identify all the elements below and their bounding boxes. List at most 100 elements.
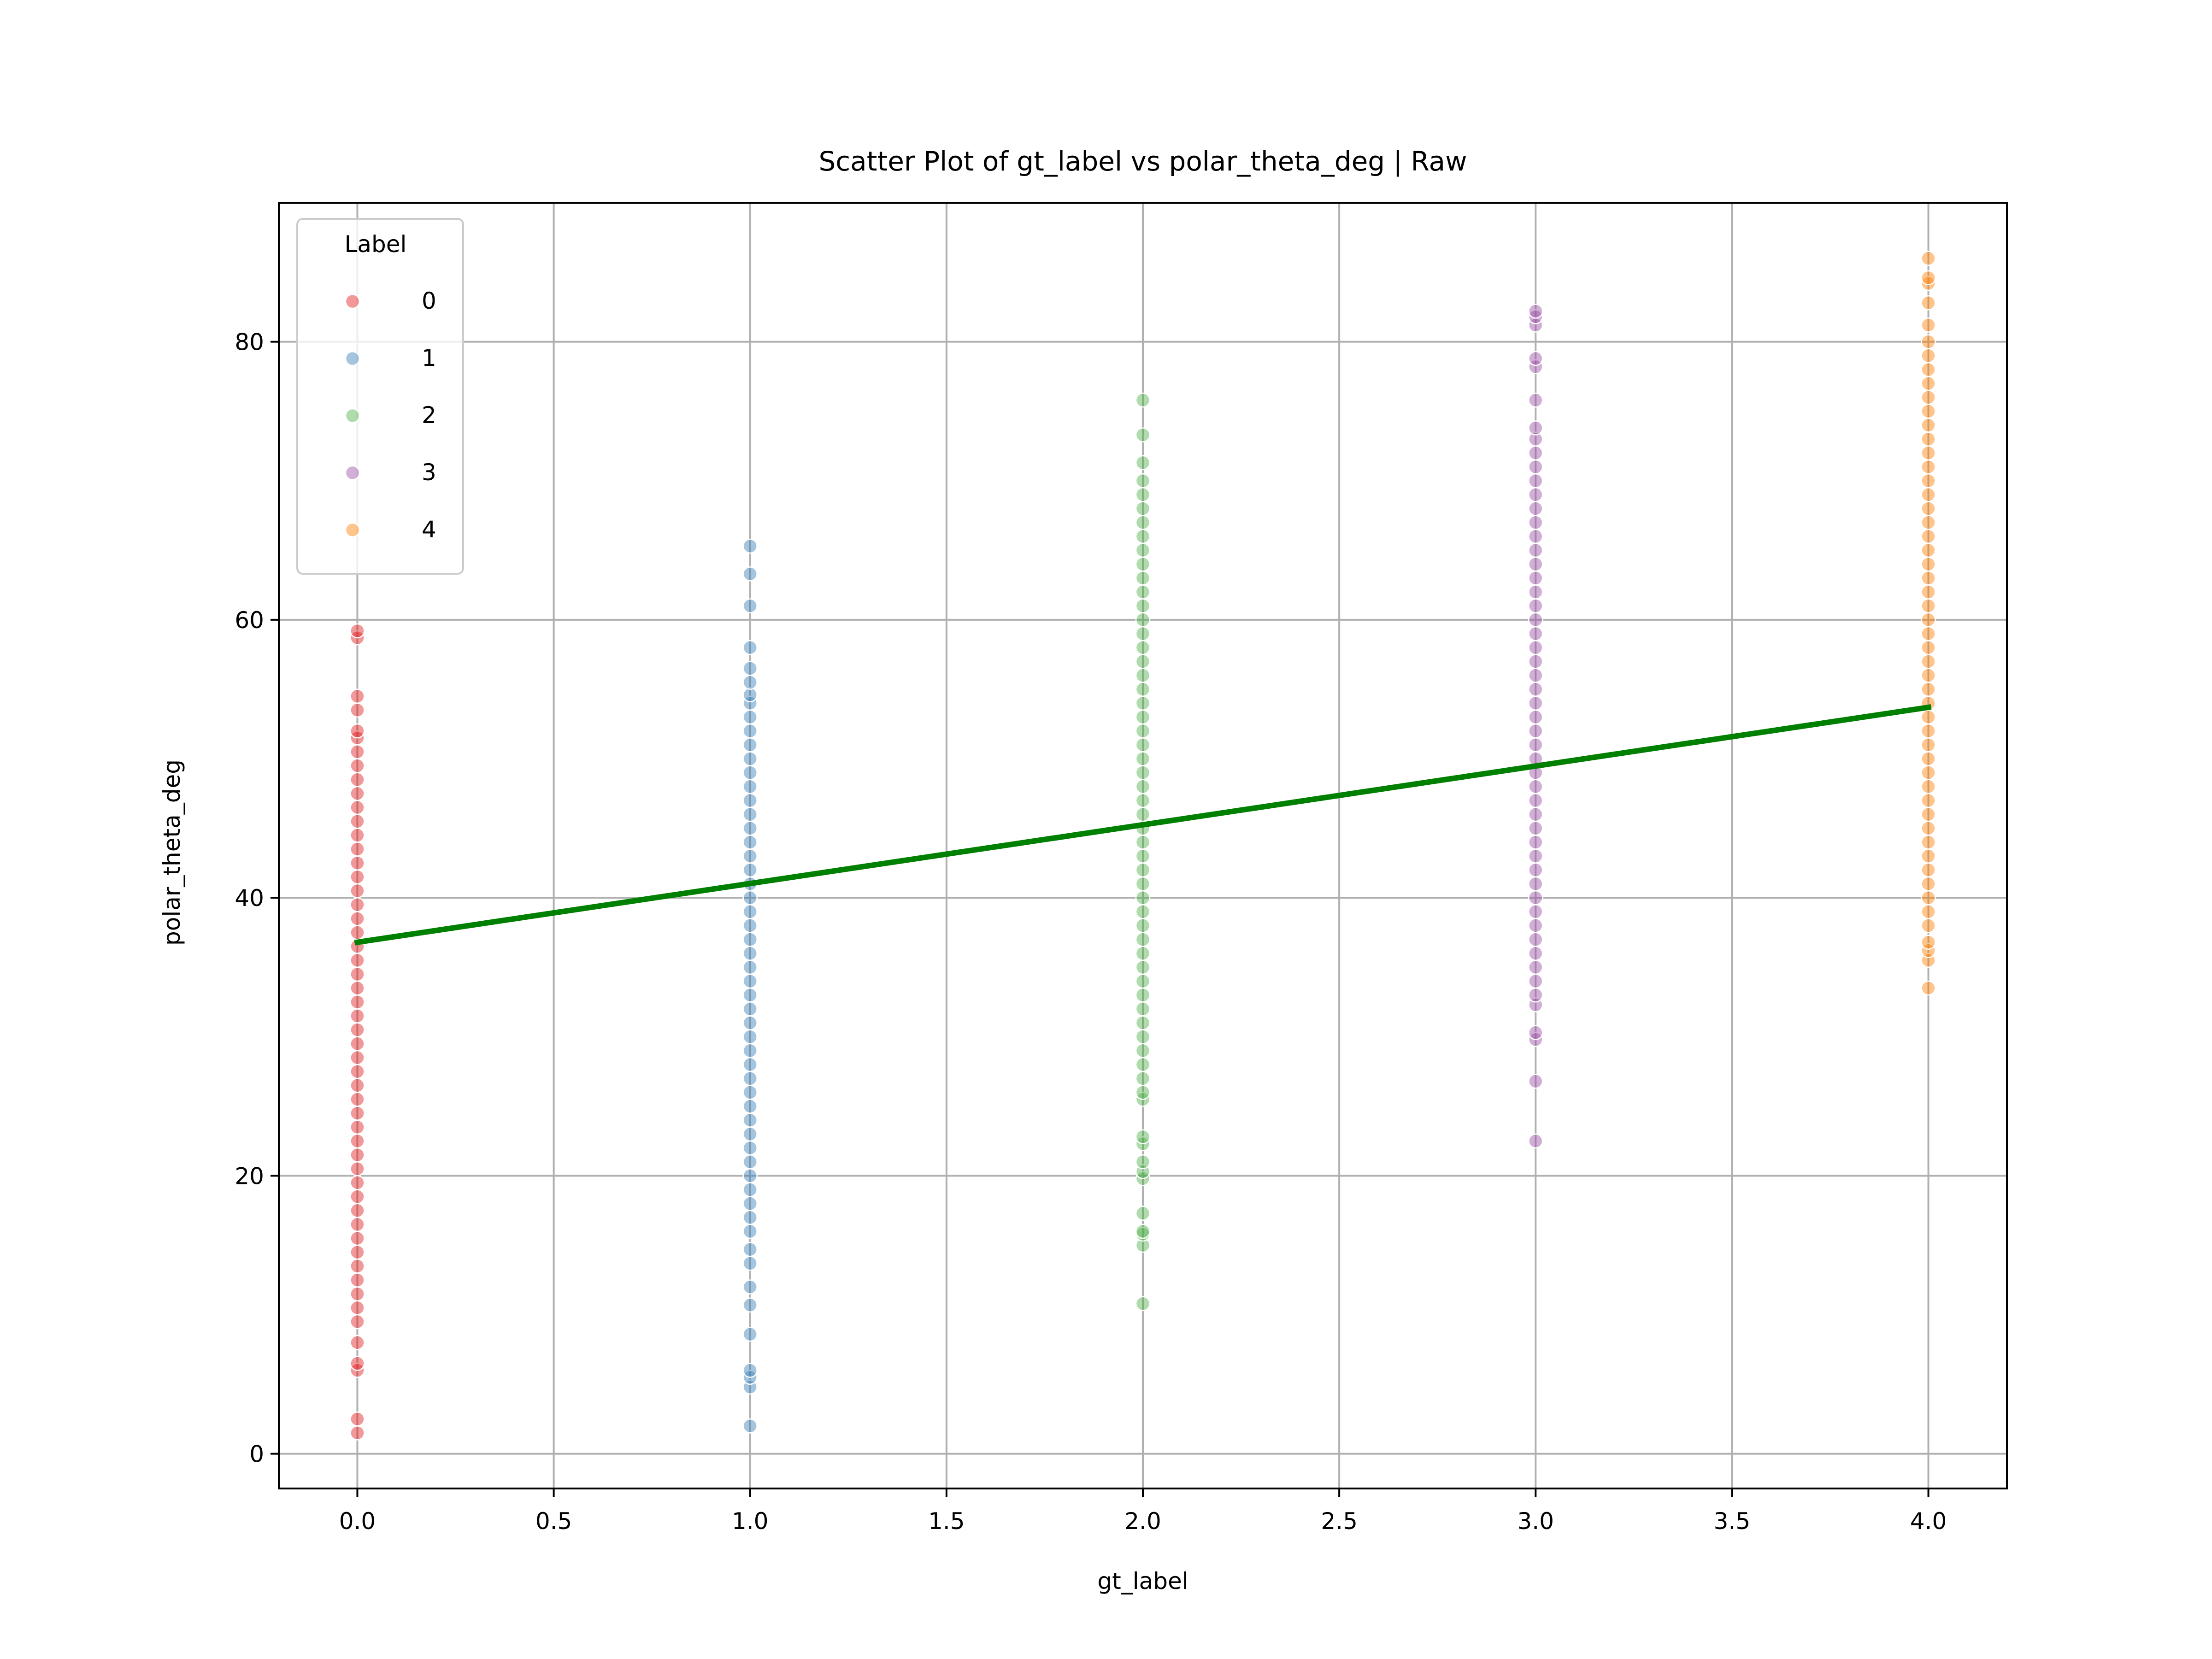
data-point: [1528, 806, 1543, 822]
data-point: [1528, 959, 1543, 975]
data-point: [1921, 362, 1936, 377]
data-point: [350, 1411, 365, 1427]
data-point: [350, 1147, 365, 1163]
data-point: [350, 1119, 365, 1135]
data-point: [1528, 1025, 1543, 1040]
data-point: [1528, 584, 1543, 600]
data-point: [350, 966, 365, 982]
data-point: [1528, 932, 1543, 947]
data-point: [742, 765, 758, 780]
data-point: [1135, 598, 1151, 613]
data-point: [350, 744, 365, 759]
data-point: [1135, 1206, 1151, 1221]
data-point: [350, 1286, 365, 1301]
data-point: [1528, 542, 1543, 558]
data-point: [1528, 529, 1543, 544]
data-point: [350, 1022, 365, 1037]
data-point: [350, 800, 365, 815]
data-point: [1135, 1129, 1151, 1145]
data-point: [1921, 431, 1936, 447]
data-point: [1135, 529, 1151, 544]
data-point: [742, 661, 758, 676]
data-point: [1135, 765, 1151, 780]
data-point: [742, 862, 758, 878]
data-point: [1135, 1001, 1151, 1017]
data-point: [1528, 890, 1543, 906]
y-tick-label: 40: [235, 885, 264, 912]
data-point: [1921, 765, 1936, 780]
data-point: [1528, 793, 1543, 808]
data-point: [1135, 1085, 1151, 1100]
data-point: [1528, 598, 1543, 613]
data-point: [1528, 501, 1543, 516]
data-point: [742, 1099, 758, 1114]
data-point: [350, 758, 365, 773]
data-point: [1528, 459, 1543, 475]
legend-marker: [345, 465, 360, 481]
data-point: [742, 890, 758, 906]
data-point: [1528, 515, 1543, 530]
data-point: [1528, 571, 1543, 586]
data-point: [350, 623, 365, 639]
data-point: [1921, 904, 1936, 919]
data-point: [350, 1335, 365, 1350]
data-point: [1921, 542, 1936, 558]
data-point: [1528, 723, 1543, 739]
x-tick-label: 4.0: [1910, 1508, 1947, 1535]
series-3: [1528, 304, 1543, 1149]
data-point: [1528, 420, 1543, 435]
data-point: [350, 1217, 365, 1232]
x-tick-label: 0.5: [535, 1508, 572, 1535]
data-point: [1135, 890, 1151, 906]
data-point: [350, 1106, 365, 1121]
data-point: [742, 566, 758, 582]
legend: Label 0 1 2 3 4: [296, 218, 464, 575]
data-point: [1921, 598, 1936, 613]
data-point: [1135, 862, 1151, 878]
data-point: [1921, 251, 1936, 266]
data-point: [1135, 806, 1151, 822]
data-point: [742, 932, 758, 947]
data-point: [1921, 404, 1936, 419]
data-point: [1528, 821, 1543, 836]
data-point: [1135, 571, 1151, 586]
data-point: [1921, 835, 1936, 850]
data-point: [1528, 973, 1543, 989]
grid: [279, 203, 2007, 1488]
data-point: [742, 959, 758, 975]
data-point: [350, 1161, 365, 1177]
data-point: [1135, 640, 1151, 655]
data-point: [1921, 779, 1936, 794]
x-tick-label: 1.0: [732, 1508, 769, 1535]
data-point: [742, 1168, 758, 1183]
data-point: [350, 1189, 365, 1204]
data-point: [742, 1015, 758, 1030]
data-point: [350, 897, 365, 912]
axis-ticks: 0.0 0.5 1.0 1.5 2.0 2.5 3.0 3.5 4.0 0 20 40 60 80: [235, 329, 1947, 1535]
data-point: [742, 687, 758, 702]
x-tick-label: 2.0: [1124, 1508, 1161, 1535]
data-point: [1135, 584, 1151, 600]
data-point: [350, 1064, 365, 1079]
x-tick-label: 0.0: [339, 1508, 376, 1535]
legend-marker: [345, 294, 360, 309]
legend-entry-label: 3: [422, 459, 436, 486]
data-point: [1528, 682, 1543, 697]
data-point: [1135, 973, 1151, 989]
data-point: [1135, 751, 1151, 766]
data-point: [1135, 835, 1151, 850]
legend-marker: [345, 408, 360, 424]
data-point: [1528, 1073, 1543, 1089]
data-point: [742, 1256, 758, 1271]
data-point: [1528, 876, 1543, 892]
data-point: [350, 702, 365, 718]
data-point: [1921, 876, 1936, 892]
data-point: [350, 994, 365, 1010]
data-point: [1528, 904, 1543, 919]
data-point: [350, 953, 365, 968]
data-point: [350, 1356, 365, 1371]
data-point: [742, 806, 758, 822]
data-point: [1528, 946, 1543, 961]
data-point: [1921, 487, 1936, 502]
